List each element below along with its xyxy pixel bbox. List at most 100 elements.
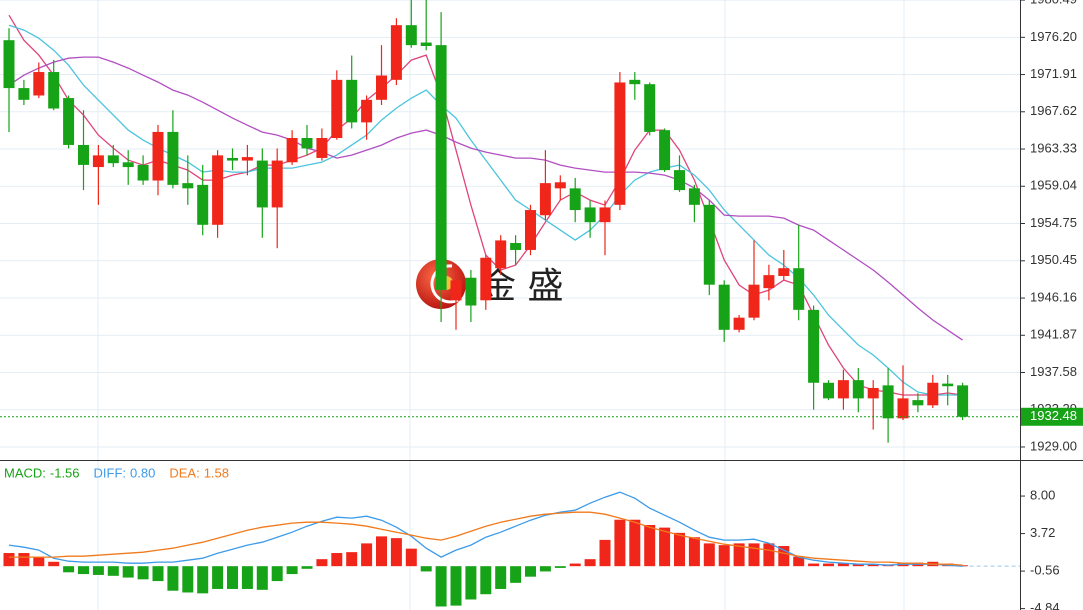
candle-body	[614, 82, 626, 205]
candle-body	[227, 157, 238, 161]
candle-body	[808, 309, 820, 383]
y-tick-label: 1929.00	[1030, 438, 1077, 453]
candle-body	[569, 188, 581, 211]
macd-bar	[837, 563, 849, 567]
macd-bar	[33, 557, 45, 567]
candle-body	[33, 72, 45, 96]
candle-body	[525, 210, 536, 250]
y-tick-label: 1954.75	[1030, 215, 1077, 230]
macd-bar	[63, 566, 75, 573]
y-tick-label: 1971.91	[1030, 66, 1077, 81]
candle-body	[48, 72, 60, 109]
watermark: 金 盛	[416, 259, 563, 309]
candle-body	[450, 280, 462, 301]
candle-body	[703, 204, 715, 285]
candle-body	[405, 25, 417, 46]
watermark-text: 金 盛	[480, 266, 563, 307]
macd-bar	[78, 566, 89, 575]
candle-body	[465, 277, 477, 306]
moving-average-line	[8, 24, 963, 396]
candle-body	[748, 284, 760, 318]
candle-body	[793, 268, 805, 310]
candle-body	[867, 387, 879, 399]
macd-bar	[599, 539, 611, 567]
macd-bar	[107, 566, 119, 576]
candle-body	[837, 380, 849, 399]
candle-body	[435, 45, 447, 290]
candle-body	[733, 317, 745, 330]
candle-body	[778, 268, 790, 276]
candle-body	[584, 207, 596, 223]
macd-bar	[674, 532, 685, 567]
macd-bar	[793, 556, 805, 567]
macd-bar	[122, 566, 134, 578]
legend-name: DEA:	[169, 465, 199, 480]
macd-bar	[92, 566, 104, 575]
macd-bar	[763, 543, 775, 567]
macd-bar	[703, 543, 715, 567]
macd-bar	[495, 566, 507, 589]
macd-bar	[733, 543, 745, 567]
macd-bar	[212, 566, 224, 589]
candle-body	[197, 184, 209, 225]
macd-bar	[420, 566, 432, 572]
macd-bar	[361, 543, 373, 567]
y-tick-label: 1976.20	[1030, 29, 1077, 44]
candle-body	[510, 243, 522, 250]
candle-body	[629, 79, 641, 85]
candle-body	[644, 84, 656, 132]
indicator-line	[9, 511, 963, 566]
macd-bar	[271, 566, 283, 582]
macd-bar	[137, 566, 149, 580]
candle-body	[763, 275, 775, 289]
y-tick-label: 1963.33	[1030, 140, 1077, 155]
macd-bar	[480, 566, 492, 595]
y-tick-label: 1937.58	[1030, 364, 1077, 379]
candle-body	[718, 284, 730, 330]
y-tick-label: 1946.16	[1030, 289, 1077, 304]
y-tick-label: 1959.04	[1030, 178, 1077, 193]
candle-body	[674, 170, 685, 191]
macd-bar	[778, 546, 790, 567]
legend-value: -1.56	[50, 465, 80, 480]
candle-body	[420, 42, 432, 46]
candle-body	[122, 162, 134, 168]
candle-body	[554, 182, 566, 189]
candle-body	[346, 79, 358, 123]
macd-bar	[227, 566, 238, 589]
candle-body	[659, 130, 671, 171]
macd-bar	[569, 563, 581, 567]
candle-body	[480, 257, 492, 301]
last-price-box	[1021, 407, 1083, 426]
candle-body	[78, 144, 89, 165]
candle-body	[301, 138, 313, 149]
macd-bar	[376, 536, 387, 567]
macd-bar	[629, 519, 641, 567]
macd-bar	[182, 566, 194, 593]
macd-bar	[867, 564, 879, 567]
macd-bar	[152, 566, 164, 582]
last-price-label: 1932.48	[1030, 408, 1077, 423]
macd-bar	[852, 563, 864, 567]
y-tick-label: 1941.87	[1030, 327, 1077, 342]
candle-body	[376, 75, 387, 100]
candle-body	[137, 164, 149, 181]
macd-bar	[465, 566, 477, 600]
grid	[0, 0, 1020, 448]
y-tick-label: 8.00	[1030, 487, 1055, 502]
y-tick-label: 1967.62	[1030, 103, 1077, 118]
y-tick-label: 1950.45	[1030, 252, 1077, 267]
y-axis: 1980.49 1976.20 1971.91 1967.62 1963.33 1959.…	[1020, 0, 1083, 610]
macd-bar	[405, 548, 417, 567]
candle-body	[688, 188, 700, 205]
candle-body	[212, 155, 224, 225]
macd-bar	[659, 527, 671, 567]
macd-bar	[241, 566, 253, 589]
legend-value: 0.80	[130, 465, 155, 480]
macd-bar	[688, 537, 700, 567]
macd-bar	[331, 553, 343, 567]
candle-body	[331, 79, 343, 138]
macd-bar	[748, 543, 760, 567]
candle-body	[241, 157, 253, 161]
